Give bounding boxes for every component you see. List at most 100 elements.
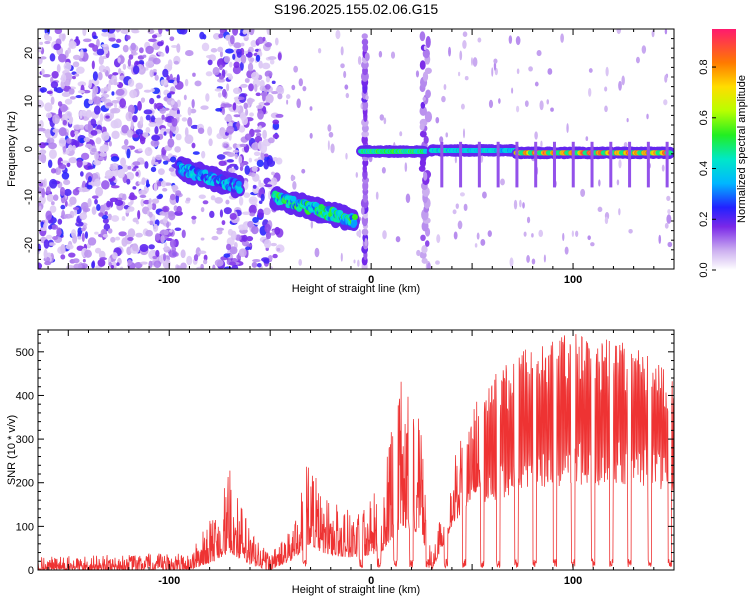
spectrogram-cell [96,204,101,212]
spectrogram-cell [443,84,447,91]
spectrogram-cell [365,94,369,101]
spectrogram-cell [57,218,63,225]
spectrogram-cell [605,66,609,77]
spectrogram-cell [618,208,621,216]
spectrogram-cell [38,262,43,269]
spectrogram-cell [271,90,278,95]
spectrogram-cell [239,165,244,172]
spectrogram-cell [242,222,249,231]
spectrogram-cell [64,80,71,87]
spectrogram-cell [72,234,78,244]
y-tick-label: 20 [23,47,35,59]
spectrogram-cell [157,168,165,175]
spectrogram-cell [111,43,120,49]
spectrogram-cell [264,184,273,188]
spectrogram-cell [296,98,301,109]
spectrogram-cell [39,182,44,187]
spectrogram-cell [184,78,189,87]
spectrogram-cell [102,69,107,73]
spectrogram-cell [147,147,152,152]
spectrogram-cell [257,110,264,120]
snr-series-line [38,334,674,570]
spectrogram-cell [50,168,57,174]
colorbar-label: Normalized spectral amplitude [736,75,748,223]
spectrogram-cell [588,87,592,97]
spectrogram-cell [174,146,181,153]
spectrogram-cell [448,46,451,57]
x-tick-label: 100 [564,575,582,587]
spectrogram-cell [90,129,98,136]
spectrogram-cell [120,157,127,167]
spectrogram-cell [70,130,76,138]
spectrogram-cell [435,116,440,124]
spectrogram-cell [160,79,169,86]
spectrogram-cell [62,119,67,126]
spectrogram-cell [111,215,120,222]
spectrogram-cell [255,132,262,137]
spectrogram-cell [664,29,668,35]
spectrogram-cell [104,169,114,179]
spectrogram-cell [240,54,247,64]
spectrogram-x-label: Height of straight line (km) [292,283,420,295]
spectrogram-cell [55,87,64,94]
spectrogram-cell [248,157,253,163]
spectrogram-cell [272,253,278,259]
spectrogram-cell [522,202,525,209]
spectrogram-cell [252,217,259,224]
spectrogram-cell [621,75,625,86]
spectrogram-cell [242,211,251,215]
spectrogram-cell [156,195,163,200]
spectrogram-cell [420,234,426,242]
spectrogram-cell [229,61,233,68]
spectrogram-cell [81,227,86,232]
spectrogram-cell [422,48,430,59]
spectrogram-cell [664,74,668,83]
spectrogram-cell [65,244,74,250]
spectrogram-cell [181,229,186,239]
spectrogram-cell [105,70,109,77]
spectrogram-cell [121,237,128,247]
spectrogram-cell [218,160,227,167]
spectrogram-cell [155,154,163,161]
y-tick-label: 400 [16,390,34,402]
spectrogram-cell [211,235,219,241]
spectrogram-cell [171,44,178,48]
spectrogram-cell [84,143,93,149]
spectrogram-cell [219,127,226,137]
spectrogram-cell [511,87,514,94]
spectrogram-cell [251,225,259,235]
spectrogram-cell [562,232,565,242]
spectrogram-cell [214,259,224,267]
spectrogram-cell [121,145,129,150]
spectrogram-y-label: Frequency (Hz) [6,111,18,187]
spectrogram-heatmap [38,29,674,269]
spectrogram-cell [531,258,536,265]
spectrogram-cell [187,117,193,127]
spectrogram-cell [99,145,104,153]
spectrogram-cell [57,101,63,107]
spectrogram-cell [153,182,158,192]
spectrogram-cell [191,218,196,225]
spectrogram-cell [257,208,265,219]
spectrogram-cell [132,161,141,166]
spectrogram-cell [169,129,173,139]
spectrogram-cell [145,114,151,121]
spectrogram-cell [115,236,121,241]
spectrogram-cell [216,154,226,160]
spectrogram-cell [422,96,426,102]
spectrogram-cell [152,223,159,232]
spectrogram-cell [192,151,200,155]
spectrogram-cell [119,98,127,109]
spectrogram-cell [252,184,257,189]
spectrogram-cell [351,213,358,220]
spectrogram-cell [618,80,622,91]
spectrogram-cell [156,95,161,99]
spectrogram-cell [162,187,168,192]
spectrogram-cell [207,59,213,66]
spectrogram-cell [92,35,98,40]
spectrogram-cell [121,124,129,134]
spectrogram-cell [132,134,139,138]
spectrogram-cell [208,138,213,147]
spectrogram-cell [560,33,564,43]
